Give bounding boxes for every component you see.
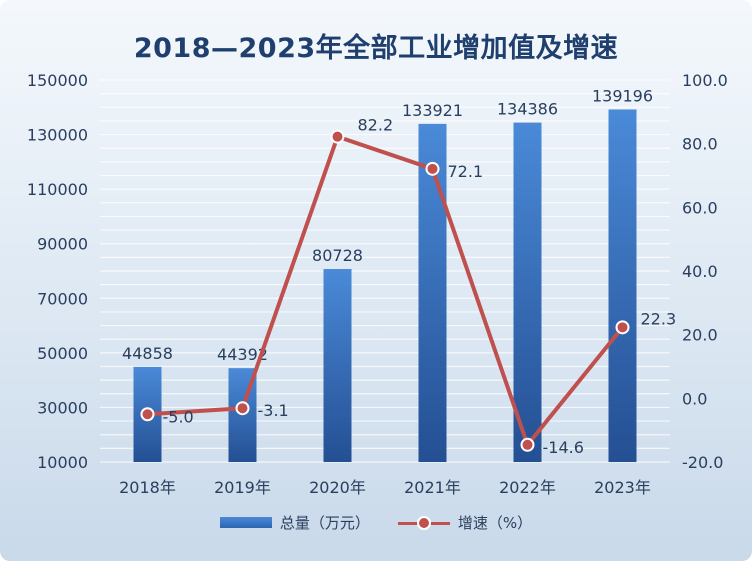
y-left-tick-label: 90000 bbox=[37, 235, 88, 254]
x-tick-label: 2020年 bbox=[309, 478, 366, 497]
line-point bbox=[520, 437, 535, 452]
line-point bbox=[330, 129, 345, 144]
y-left-tick-label: 50000 bbox=[37, 344, 88, 363]
y-left-tick-label: 30000 bbox=[37, 398, 88, 417]
line-value-label: 22.3 bbox=[641, 309, 677, 328]
x-tick-label: 2018年 bbox=[119, 478, 176, 497]
line-point bbox=[140, 407, 155, 422]
bar bbox=[323, 269, 352, 462]
y-left-tick-label: 70000 bbox=[37, 289, 88, 308]
y-right-tick-label: 100.0 bbox=[682, 71, 728, 90]
legend-label-total: 总量（万元） bbox=[279, 514, 370, 532]
chart-title: 2018—2023年全部工业增加值及增速 bbox=[133, 33, 619, 64]
line-point bbox=[615, 320, 630, 335]
legend-line-swatch bbox=[397, 515, 450, 530]
y-right-tick-label: 80.0 bbox=[682, 135, 718, 154]
bar-value-label: 44392 bbox=[217, 345, 268, 364]
growth-line bbox=[147, 134, 625, 447]
x-tick-label: 2022年 bbox=[499, 478, 556, 497]
x-tick-label: 2023年 bbox=[594, 478, 651, 497]
legend-bar-swatch bbox=[219, 517, 272, 528]
y-right-tick-label: 60.0 bbox=[682, 198, 718, 217]
line-point bbox=[235, 401, 250, 416]
y-right-tick-label: 20.0 bbox=[682, 326, 718, 345]
y-left-tick-label: 10000 bbox=[37, 453, 88, 472]
line-value-label: -14.6 bbox=[543, 438, 584, 457]
line-value-label: 72.1 bbox=[448, 162, 484, 181]
line-point bbox=[425, 161, 440, 176]
y-right-tick-label: -20.0 bbox=[682, 453, 723, 472]
line-value-label: 82.2 bbox=[358, 116, 394, 135]
bar bbox=[418, 123, 447, 462]
x-tick-label: 2019年 bbox=[214, 478, 271, 497]
y-left-tick-label: 110000 bbox=[27, 180, 88, 199]
y-right-tick-label: 40.0 bbox=[682, 262, 718, 281]
legend-item-growth: 增速（%） bbox=[397, 512, 533, 533]
legend-item-total: 总量（万元） bbox=[219, 512, 370, 533]
bar-value-label: 44858 bbox=[122, 344, 173, 363]
x-tick-label: 2021年 bbox=[404, 478, 461, 497]
legend-label-growth: 增速（%） bbox=[457, 514, 533, 532]
bar-value-label: 139196 bbox=[592, 86, 653, 105]
y-left-tick-label: 130000 bbox=[27, 126, 88, 145]
bar-value-label: 133921 bbox=[402, 101, 463, 120]
legend: 总量（万元） 增速（%） bbox=[0, 512, 752, 533]
bar-value-label: 134386 bbox=[497, 100, 558, 119]
bar bbox=[513, 122, 542, 462]
bar bbox=[608, 109, 637, 462]
y-right-tick-label: 0.0 bbox=[682, 389, 707, 408]
bar-value-label: 80728 bbox=[312, 246, 363, 265]
y-left-tick-label: 150000 bbox=[27, 71, 88, 90]
line-value-label: -5.0 bbox=[163, 407, 194, 426]
line-value-label: -3.1 bbox=[258, 401, 289, 420]
